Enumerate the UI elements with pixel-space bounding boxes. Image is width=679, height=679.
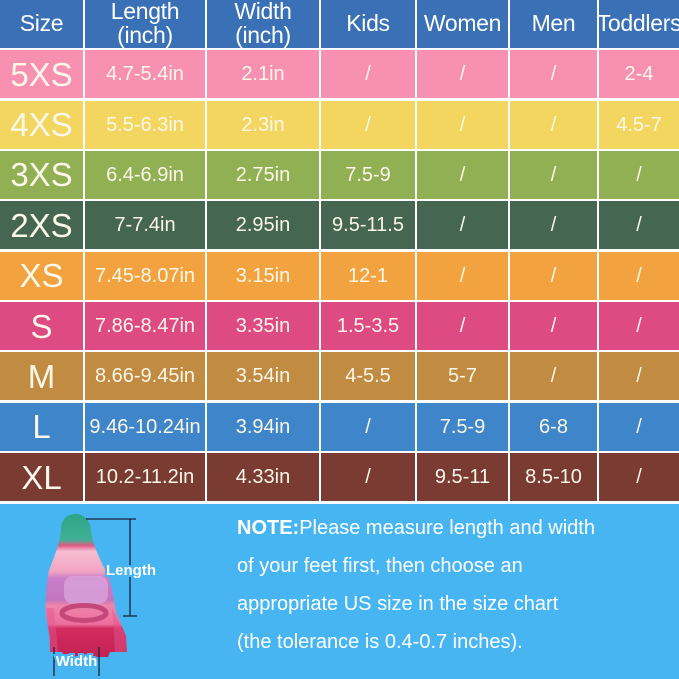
note-line: of your feet first, then choose an (237, 554, 523, 577)
cell-length: 8.66-9.45in (85, 352, 205, 401)
cell-men: / (510, 302, 597, 350)
cell-toddlers: / (599, 453, 679, 501)
header-cell-length: Length (inch) (85, 0, 205, 48)
header-cell-toddlers: Toddlers (596, 0, 679, 48)
row-size-label: 3XS (0, 151, 83, 199)
cell-women: / (417, 251, 508, 300)
cell-women: / (417, 201, 508, 250)
cell-length: 5.5-6.3in (85, 100, 205, 149)
cell-width: 3.54in (207, 352, 319, 401)
header-cell-width: Width (inch) (207, 0, 319, 48)
cell-toddlers: / (599, 151, 679, 199)
width-dimension-line (53, 646, 100, 676)
cell-toddlers: / (599, 352, 679, 401)
cell-women: / (417, 100, 508, 149)
note-line: NOTE:Please measure length and width (237, 516, 595, 539)
cell-men: / (510, 151, 597, 199)
cell-women: 5-7 (417, 352, 508, 401)
row-size-label: S (0, 302, 83, 350)
row-size-label: 5XS (0, 50, 83, 99)
header-label: Men (531, 9, 576, 36)
cell-kids: 4-5.5 (321, 352, 415, 401)
cell-width: 2.3in (207, 100, 319, 149)
cell-kids: / (321, 100, 415, 149)
cell-width: 4.33in (207, 453, 319, 501)
header-label: Toddlers (596, 9, 679, 36)
cell-width: 3.35in (207, 302, 319, 350)
note-line: appropriate US size in the size chart (237, 592, 559, 615)
cell-women: / (417, 50, 508, 99)
fin-illustration (45, 513, 127, 657)
cell-toddlers: / (599, 251, 679, 300)
cell-women: / (417, 302, 508, 350)
cell-men: 6-8 (510, 402, 597, 451)
row-size-label: 4XS (0, 100, 83, 149)
row-size-label: L (0, 402, 83, 451)
cell-toddlers: 2-4 (599, 50, 679, 99)
cell-women: 9.5-11 (417, 453, 508, 501)
cell-kids: / (321, 402, 415, 451)
fin-foot-opening (59, 602, 109, 623)
cell-length: 9.46-10.24in (85, 402, 205, 451)
header-cell-men: Men (510, 0, 597, 48)
cell-kids: 12-1 (321, 251, 415, 300)
row-size-label: M (0, 352, 83, 401)
cell-length: 7-7.4in (85, 201, 205, 250)
cell-width: 3.94in (207, 402, 319, 451)
row-size-label: XS (0, 251, 83, 300)
cell-men: / (510, 251, 597, 300)
cell-length: 7.45-8.07in (85, 251, 205, 300)
cell-kids: / (321, 50, 415, 99)
cell-men: 8.5-10 (510, 453, 597, 501)
cell-toddlers: / (599, 302, 679, 350)
header-label: Women (423, 9, 502, 36)
header-label: Width (234, 0, 292, 25)
cell-toddlers: / (599, 402, 679, 451)
cell-width: 2.75in (207, 151, 319, 199)
cell-toddlers: 4.5-7 (599, 100, 679, 149)
fin-foot-pocket (64, 575, 108, 604)
cell-length: 7.86-8.47in (85, 302, 205, 350)
cell-kids: 7.5-9 (321, 151, 415, 199)
cell-men: / (510, 50, 597, 99)
length-label: Length (106, 562, 156, 579)
header-label: Size (19, 9, 64, 36)
row-size-label: XL (0, 453, 83, 501)
cell-men: / (510, 100, 597, 149)
cell-men: / (510, 352, 597, 401)
note-section: Length Width NOTE:Please measure length … (0, 503, 679, 679)
cell-width: 2.95in (207, 201, 319, 250)
length-dimension-line (86, 517, 137, 617)
cell-width: 3.15in (207, 251, 319, 300)
fin-diagram: Length Width (45, 513, 158, 676)
note-line: (the tolerance is 0.4-0.7 inches). (237, 630, 523, 653)
cell-kids: 9.5-11.5 (321, 201, 415, 250)
cell-kids: 1.5-3.5 (321, 302, 415, 350)
header-cell-women: Women (417, 0, 508, 48)
cell-women: / (417, 151, 508, 199)
header-sublabel: (inch) (117, 21, 173, 48)
size-table: Size Length (inch) Width (inch) Kids Women Men T… (0, 0, 679, 501)
cell-men: / (510, 201, 597, 250)
header-label: Kids (346, 9, 390, 36)
cell-length: 10.2-11.2in (85, 453, 205, 501)
width-label: Width (56, 653, 98, 670)
note-text: NOTE:Please measure length and width of y… (237, 509, 595, 661)
header-sublabel: (inch) (235, 21, 291, 48)
row-size-label: 2XS (0, 201, 83, 250)
cell-women: 7.5-9 (417, 402, 508, 451)
header-cell-size: Size (0, 0, 83, 48)
cell-toddlers: / (599, 201, 679, 250)
header-cell-kids: Kids (321, 0, 415, 48)
cell-length: 4.7-5.4in (85, 50, 205, 99)
cell-kids: / (321, 453, 415, 501)
header-label: Length (110, 0, 180, 25)
note-label: NOTE: (237, 516, 300, 539)
cell-length: 6.4-6.9in (85, 151, 205, 199)
cell-width: 2.1in (207, 50, 319, 99)
